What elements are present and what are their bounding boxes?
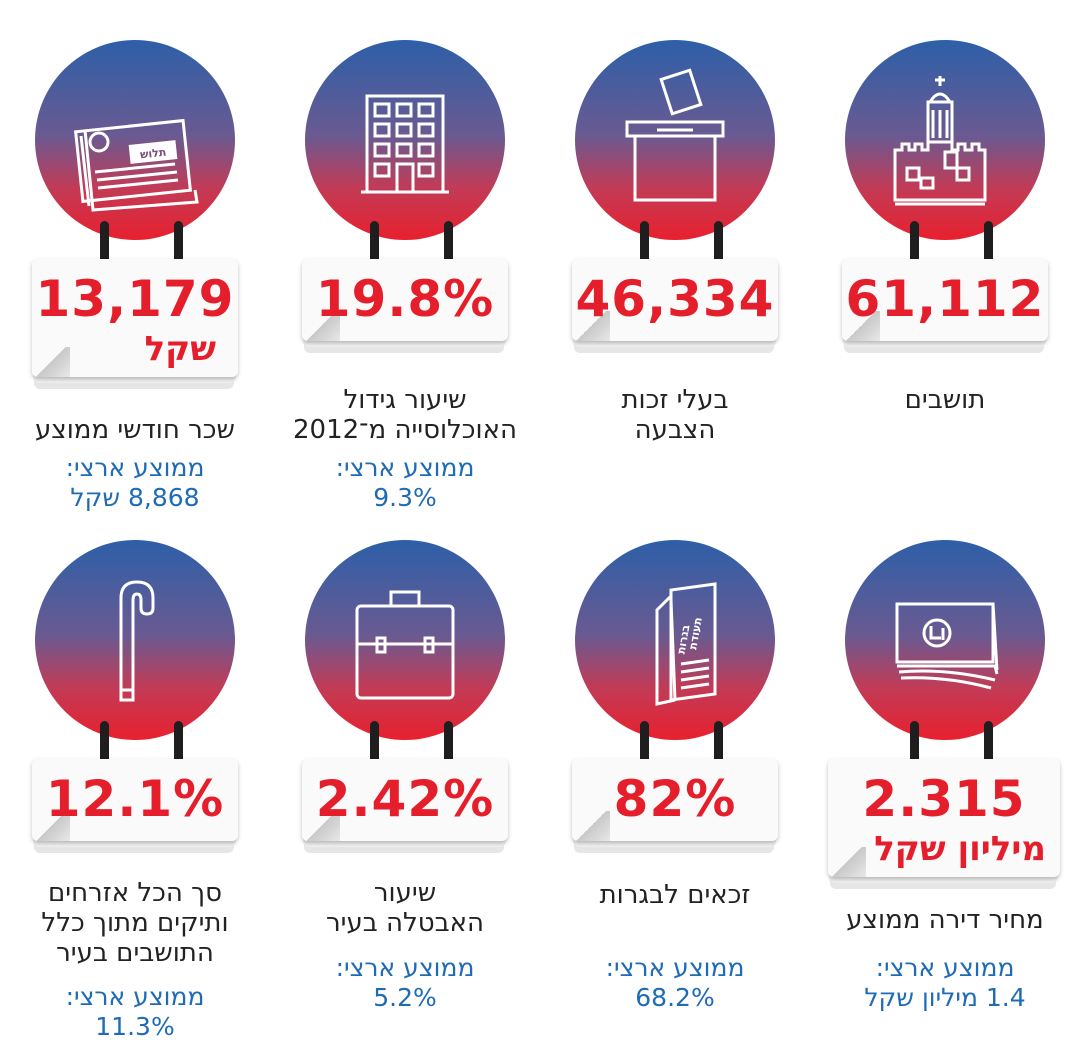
stat-tile-voters: 46,334 בעלי זכות הצבעה [540,0,810,531]
stat-label: שכר חודשי ממוצע [35,415,235,445]
binder-ring [984,721,993,777]
stat-value: 2.315 [862,770,1026,828]
binder-ring [370,221,379,277]
icon-circle [305,540,505,740]
national-average: ממוצע ארצי: 68.2% [605,953,745,1012]
cane-icon [119,580,155,702]
binder-ring [444,721,453,777]
stat-value: 61,112 [845,270,1045,328]
value-card: 19.8% [302,259,508,353]
stat-tile-apartment-price: 2.315 מיליון שקל מחיר דירה ממוצע ממוצע א… [810,500,1080,1031]
binder-ring [100,721,109,777]
icon-circle [35,540,235,740]
stat-label: מחיר דירה ממוצע [846,905,1044,935]
stat-unit: שקל [144,329,216,369]
ballot-box-icon [625,68,725,202]
stat-label: זכאים לבגרות [599,880,751,910]
national-average: ממוצע ארצי: 1.4 מיליון שקל [864,953,1026,1012]
national-average: ממוצע ארצי: 9.3% [335,453,475,512]
binder-ring [910,221,919,277]
binder-ring [714,721,723,777]
national-average: ממוצע ארצי: 5.2% [335,953,475,1012]
stat-value: 19.8% [315,270,495,328]
stat-label: שיעור גידול האוכלוסייה מ־2012 [292,385,518,445]
briefcase-icon [355,590,455,700]
stat-value: 46,334 [575,270,775,328]
certificate-text: תעודת [686,616,704,650]
icon-circle [845,40,1045,240]
national-average: ממוצע ארצי: 8,868 שקל [65,453,205,512]
binder-ring [174,721,183,777]
national-average: ממוצע ארצי: 11.3% [65,982,205,1041]
icon-circle [305,40,505,240]
value-card: 13,179 שקל [32,259,238,389]
stat-label: בעלי זכות הצבעה [621,385,729,445]
stat-label: סך הכל אזרחים ותיקים מתוך כלל התושבים בעיר [41,878,229,968]
binder-ring [984,221,993,277]
stat-unit: מיליון שקל [874,829,1046,869]
binder-ring [174,221,183,277]
binder-ring [370,721,379,777]
value-card: 82% [572,759,778,853]
value-card: 12.1% [32,759,238,853]
stat-tile-salary: תלוש 13,179 שקל שכר חודשי ממוצע ממוצע אר… [0,0,270,531]
binder-ring [100,221,109,277]
stat-value: 13,179 [35,270,235,328]
stat-value: 2.42% [315,770,495,828]
binder-ring [444,221,453,277]
stat-label: שיעור האבטלה בעיר [325,878,485,938]
certificate-text: בגרות [675,623,693,655]
binder-ring [640,721,649,777]
icon-circle: תעודת בגרות [575,540,775,740]
stat-tile-residents: 61,112 תושבים [810,0,1080,531]
icon-circle [845,540,1045,740]
icon-circle: תלוש [35,40,235,240]
pay-slip-text: תלוש [139,146,167,162]
banknotes-icon [895,602,999,690]
stat-label: תושבים [904,385,986,415]
city-wall-icon [893,76,987,206]
value-card: 61,112 [842,259,1048,353]
stat-value: 12.1% [45,770,225,828]
icon-circle [575,40,775,240]
pay-slip-icon: תלוש [73,118,199,212]
value-card: 46,334 [572,259,778,353]
building-icon [361,94,449,194]
stat-tile-unemployment: 2.42% שיעור האבטלה בעיר ממוצע ארצי: 5.2% [270,500,540,1031]
value-card: 2.42% [302,759,508,853]
value-card: 2.315 מיליון שקל [828,759,1060,889]
stat-tile-population-growth: 19.8% שיעור גידול האוכלוסייה מ־2012 ממוצע… [270,0,540,531]
binder-ring [714,221,723,277]
binder-ring [640,221,649,277]
stat-tile-matriculation: תעודת בגרות 82% זכאים לבגרות ממוצע ארצי:… [540,500,810,1031]
binder-ring [910,721,919,777]
stat-tile-senior-citizens: 12.1% סך הכל אזרחים ותיקים מתוך כלל התושבי… [0,500,270,1041]
matriculation-certificate-icon: תעודת בגרות [655,582,717,706]
stat-value: 82% [613,770,737,828]
